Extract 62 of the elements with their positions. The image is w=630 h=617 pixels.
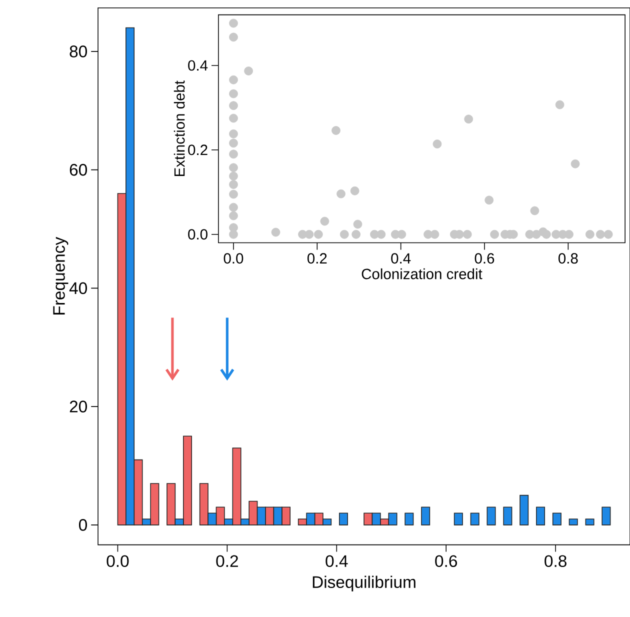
point: [570, 159, 580, 168]
y-axis-title: Extinction debt: [174, 80, 185, 176]
y-tick-label: 20: [70, 400, 87, 413]
point: [340, 230, 349, 239]
point: [304, 230, 314, 239]
point: [332, 126, 340, 135]
point: [229, 101, 238, 110]
point: [229, 150, 238, 159]
point: [490, 230, 499, 239]
y-tick-label: 0.4: [188, 60, 208, 71]
x-tick-label: 0.8: [544, 555, 566, 568]
point: [229, 32, 238, 42]
point: [229, 190, 238, 199]
point: [314, 230, 323, 239]
point: [376, 230, 386, 239]
point: [555, 100, 564, 110]
x-tick-label: 0.4: [326, 555, 348, 568]
point: [244, 66, 253, 76]
point: [542, 230, 551, 239]
x-tick-label: 0.4: [391, 253, 411, 264]
y-tick-label: 80: [70, 46, 87, 58]
point: [229, 172, 238, 181]
x-tick-label: 0.2: [307, 253, 327, 264]
point: [229, 114, 238, 123]
y-axis-title: Frequency: [53, 236, 68, 315]
point: [229, 138, 238, 148]
point: [350, 186, 360, 196]
point: [229, 89, 238, 98]
y-tick-label: 0.0: [188, 229, 208, 240]
point: [462, 230, 472, 239]
point: [432, 140, 442, 149]
x-tick-label: 0.6: [435, 555, 457, 568]
point: [229, 211, 238, 220]
point: [229, 163, 238, 172]
x-tick-label: 0.2: [216, 555, 238, 568]
point: [484, 196, 494, 205]
x-tick-label: 0.8: [558, 253, 578, 264]
x-axis-title: Colonization credit: [362, 268, 482, 280]
point: [229, 18, 238, 28]
point: [352, 230, 361, 239]
point: [229, 75, 238, 84]
point: [353, 220, 362, 229]
x-tick-label: 0.6: [474, 253, 494, 264]
point: [464, 114, 474, 124]
point: [271, 228, 280, 237]
point: [585, 230, 594, 239]
y-tick-label: 60: [70, 164, 87, 176]
x-tick-label: 0.0: [224, 253, 244, 264]
point: [530, 206, 540, 216]
point: [596, 230, 605, 239]
y-tick-label: 0.2: [188, 144, 208, 156]
point: [229, 129, 238, 138]
point: [229, 180, 238, 190]
y-tick-label: 40: [69, 282, 87, 294]
x-tick-label: 0.0: [106, 555, 129, 568]
point: [604, 230, 613, 239]
point: [229, 202, 238, 212]
x-axis-title: Disequilibrium: [312, 576, 416, 592]
point: [430, 230, 440, 239]
point: [336, 189, 346, 198]
point: [320, 216, 330, 226]
y-tick-label: 0: [78, 519, 87, 531]
